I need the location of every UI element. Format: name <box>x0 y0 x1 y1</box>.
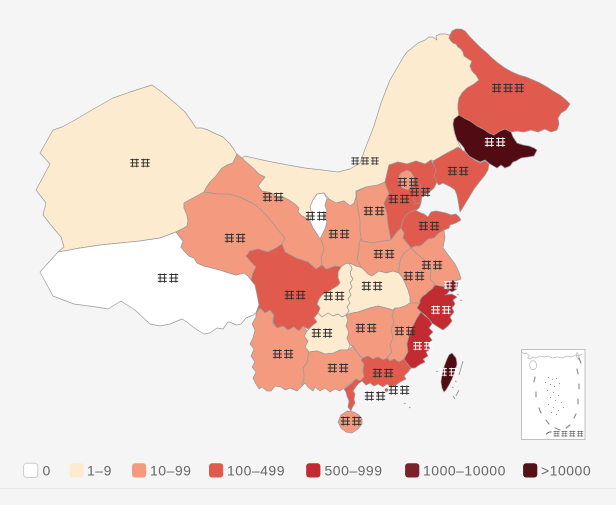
svg-text:1000–10000: 1000–10000 <box>423 463 506 479</box>
svg-text:>10000: >10000 <box>541 463 591 479</box>
svg-text:500–999: 500–999 <box>325 463 383 479</box>
svg-text:0: 0 <box>43 463 51 479</box>
svg-text:100–499: 100–499 <box>227 463 285 479</box>
svg-text:1–9: 1–9 <box>87 463 112 479</box>
svg-text:10–99: 10–99 <box>150 463 191 479</box>
